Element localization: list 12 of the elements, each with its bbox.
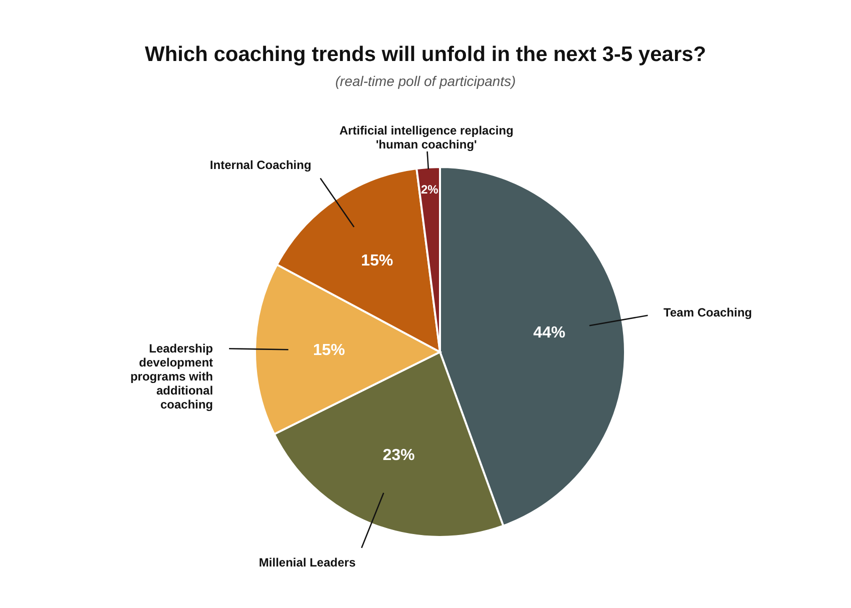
slice-label: Internal Coaching <box>210 158 312 172</box>
data-label: 23% <box>382 447 415 464</box>
data-label: 15% <box>313 342 346 360</box>
slice-label: Millenial Leaders <box>258 556 356 570</box>
data-label: 15% <box>361 252 394 270</box>
data-label: 2% <box>421 182 439 197</box>
slice-label: Team Coaching <box>664 306 752 320</box>
slice-label: Artificial intelligence replacing 'human coaching' <box>339 123 514 152</box>
slice-label: Leadership development programs with additional coaching <box>130 341 214 412</box>
chart-subtitle: (real-time poll of participants) <box>335 73 516 89</box>
chart-title: Which coaching trends will unfold in the next 3-5 years? <box>144 43 706 66</box>
data-label: 44% <box>533 324 566 342</box>
